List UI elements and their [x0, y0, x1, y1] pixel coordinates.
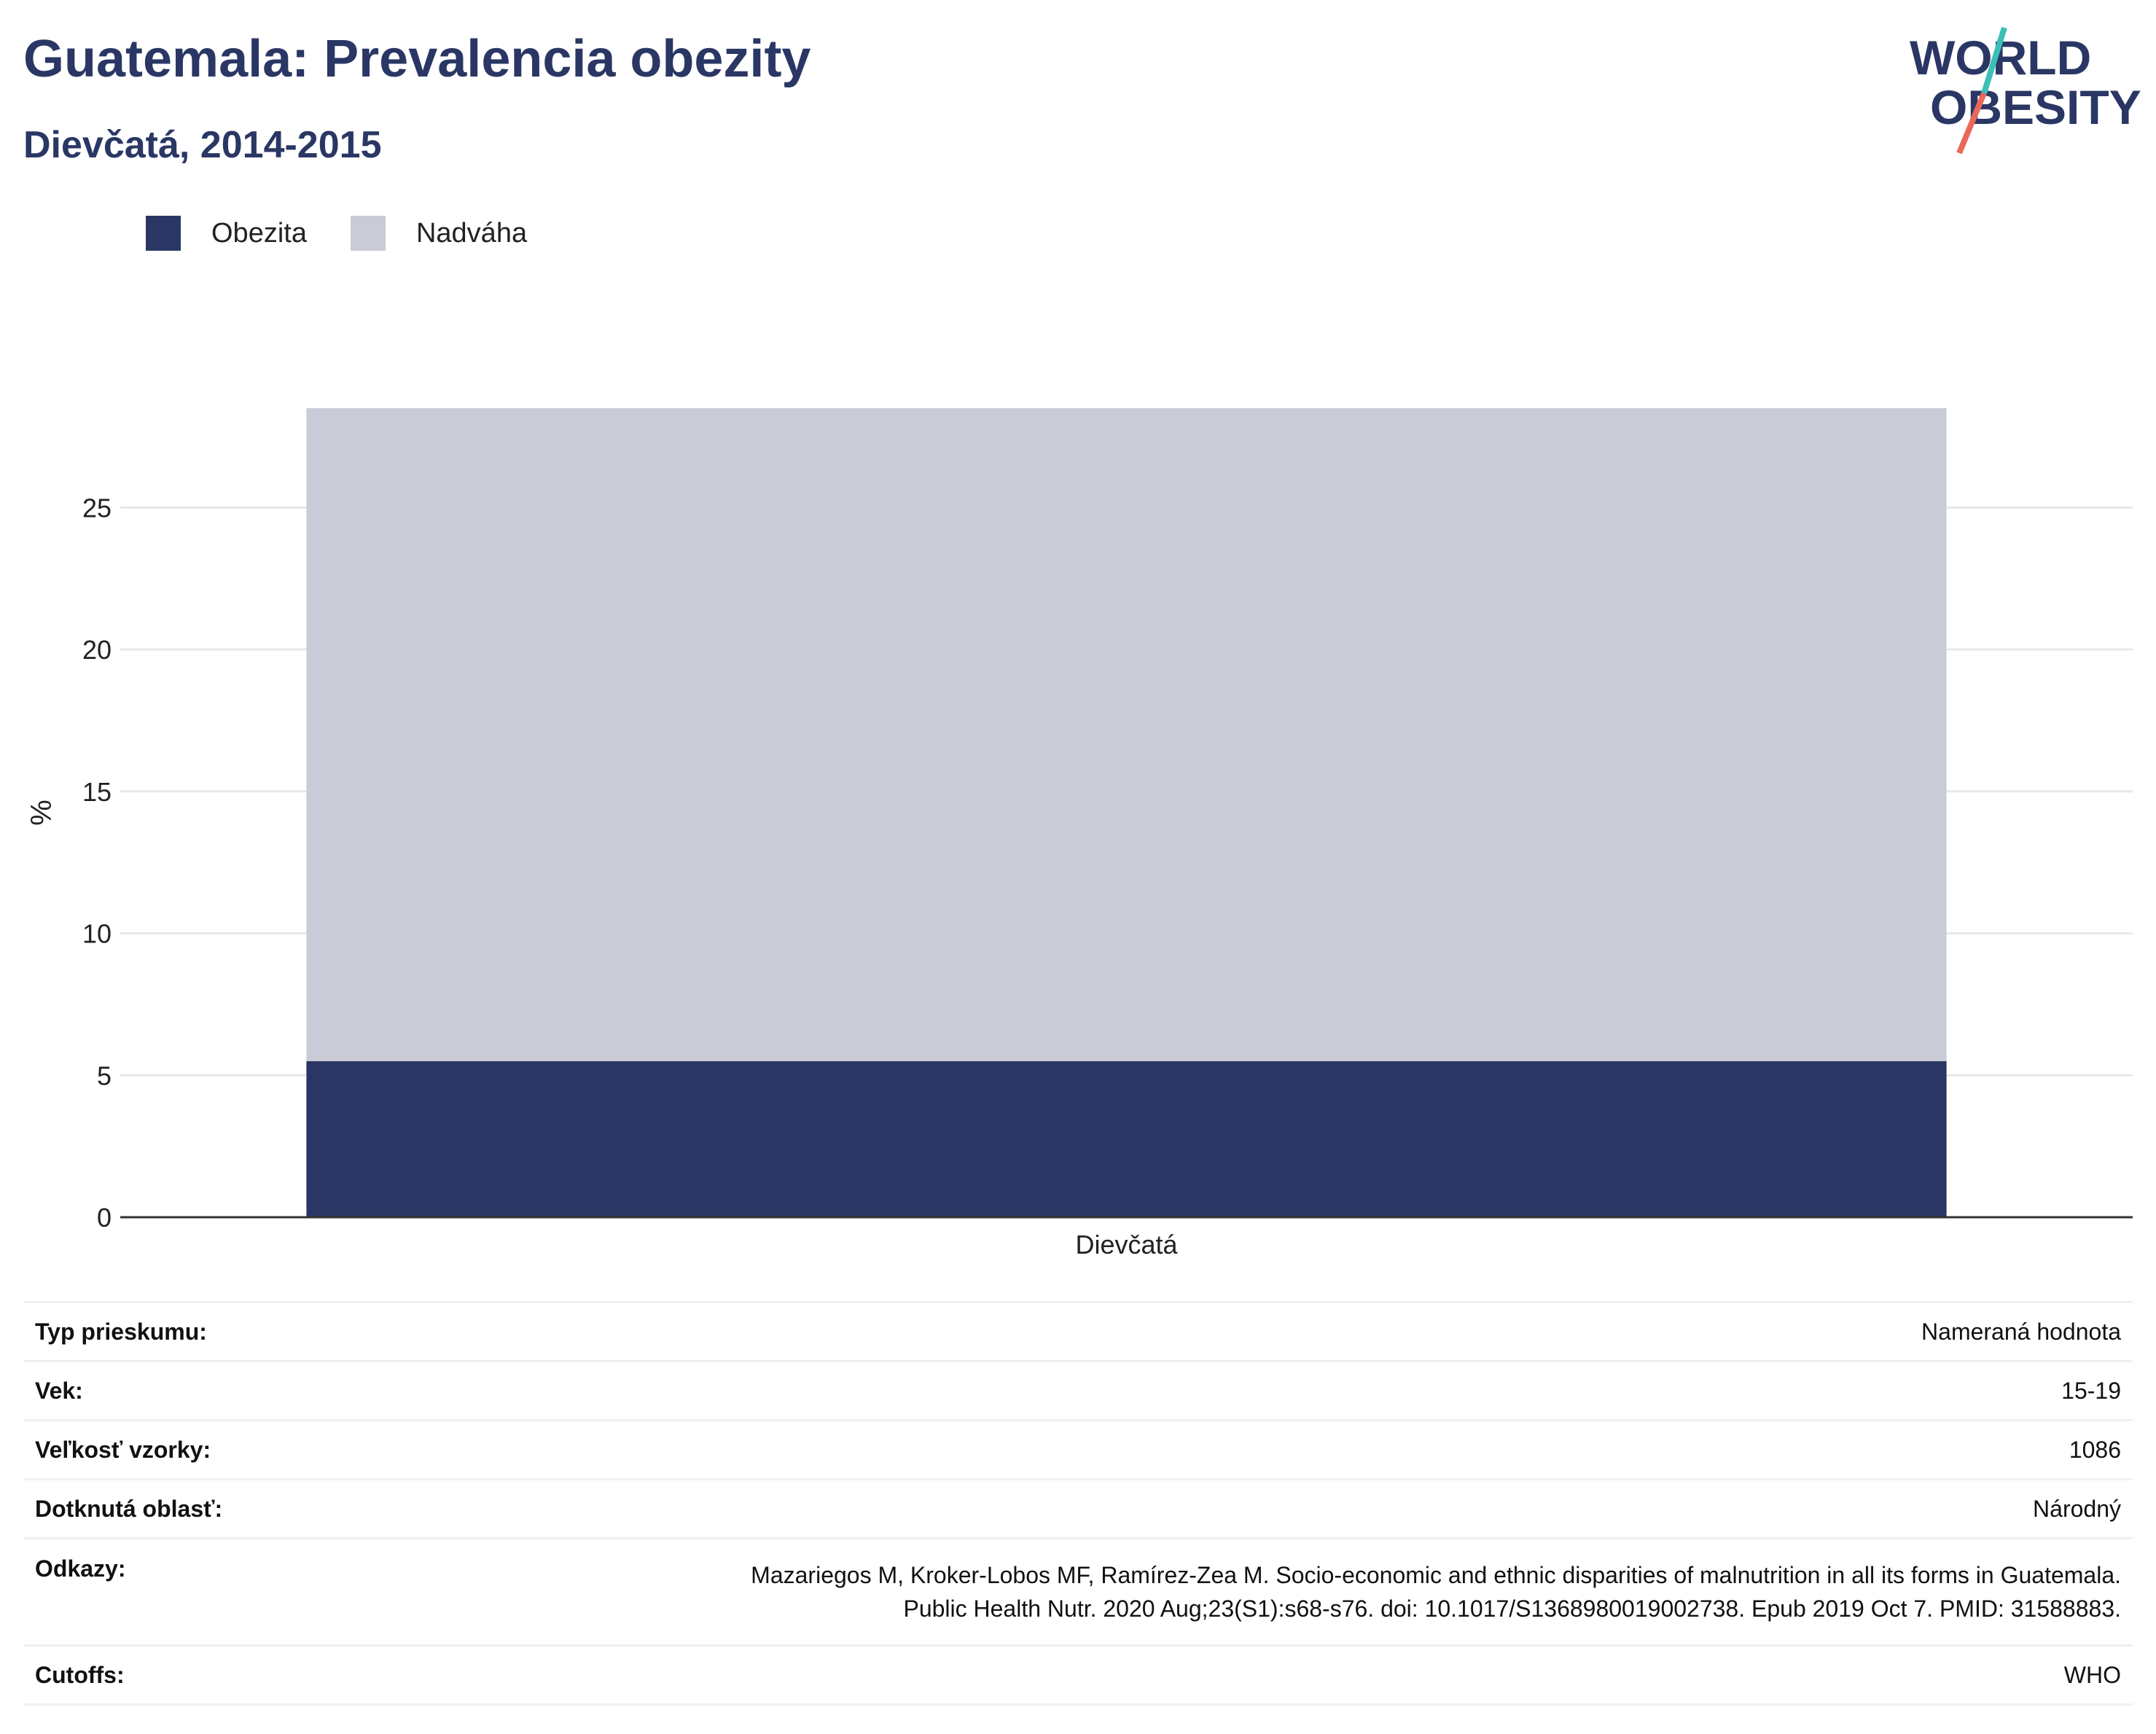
logo-line-obesity: OBESITY	[1930, 80, 2141, 134]
info-label: Veľkosť vzorky:	[23, 1419, 557, 1480]
y-axis-label: %	[26, 800, 58, 826]
info-label: Odkazy:	[23, 1537, 557, 1646]
legend-item-nadvaha[interactable]: Nadváha	[350, 216, 528, 251]
logo-slash-top	[1981, 26, 2007, 95]
info-row-sample-size: Veľkosť vzorky: 1086	[23, 1419, 2133, 1480]
y-tick-label: 15	[82, 777, 112, 807]
bar-nadvaha	[306, 408, 1947, 1061]
y-tick-label: 10	[82, 919, 112, 949]
legend-swatch-nadvaha	[350, 216, 386, 251]
chart-title: Guatemala: Prevalencia obezity	[23, 30, 811, 88]
info-row-area: Dotknutá oblasť: Národný	[23, 1478, 2133, 1539]
info-label: Typ prieskumu:	[23, 1301, 557, 1362]
survey-info-table: Typ prieskumu: Nameraná hodnota Vek: 15-…	[23, 1301, 2133, 1706]
bar-obezita	[306, 1061, 1947, 1217]
info-value: 1086	[557, 1419, 2133, 1480]
bar-chart: 0 5 10 15 20 25 Dievčatá%	[26, 408, 2133, 1260]
info-value: Národný	[557, 1478, 2133, 1539]
info-row-survey-type: Typ prieskumu: Nameraná hodnota	[23, 1301, 2133, 1362]
legend-swatch-obezita	[146, 216, 181, 251]
info-label: Vek:	[23, 1360, 557, 1421]
legend-item-obezita[interactable]: Obezita	[146, 216, 307, 251]
info-row-references: Odkazy: Mazariegos M, Kroker-Lobos MF, R…	[23, 1537, 2133, 1646]
info-value: Nameraná hodnota	[557, 1301, 2133, 1362]
legend-label-obezita: Obezita	[211, 217, 307, 249]
reference-line-2: Public Health Nutr. 2020 Aug;23(S1):s68-…	[903, 1596, 2121, 1622]
world-obesity-logo: WORLD OBESITY	[1910, 26, 2141, 155]
reference-line-1: Mazariegos M, Kroker-Lobos MF, Ramírez-Z…	[751, 1561, 2121, 1588]
chart-legend: Obezita Nadváha	[146, 216, 571, 251]
info-value: WHO	[557, 1644, 2133, 1706]
info-row-cutoffs: Cutoffs: WHO	[23, 1644, 2133, 1706]
legend-label-nadvaha: Nadváha	[415, 217, 528, 249]
logo-slash-bottom	[1956, 92, 1987, 155]
y-tick-label: 20	[82, 635, 112, 665]
y-tick-label: 5	[97, 1061, 112, 1090]
chart-subtitle: Dievčatá, 2014-2015	[23, 124, 382, 166]
y-tick-label: 0	[97, 1203, 112, 1233]
x-tick-label: Dievčatá	[1075, 1230, 1178, 1260]
info-value: 15-19	[557, 1360, 2133, 1421]
y-tick-label: 25	[82, 493, 112, 523]
info-label: Cutoffs:	[23, 1644, 557, 1706]
info-value-references[interactable]: Mazariegos M, Kroker-Lobos MF, Ramírez-Z…	[557, 1537, 2133, 1646]
info-label: Dotknutá oblasť:	[23, 1478, 557, 1539]
info-row-age: Vek: 15-19	[23, 1360, 2133, 1421]
